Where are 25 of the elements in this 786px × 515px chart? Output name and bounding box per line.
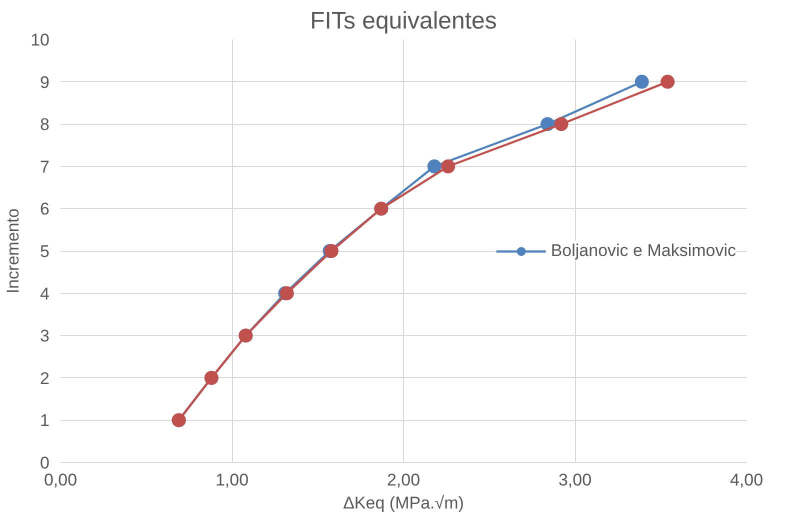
legend-label: Boljanovic e Maksimovic (550, 240, 736, 260)
y-tick-label: 10 (30, 30, 50, 50)
y-tick-label: 1 (40, 411, 50, 430)
x-tick-label: 3,00 (558, 470, 592, 490)
point (634, 74, 649, 89)
x-axis-title: ΔKeq (MPa.√m) (343, 494, 464, 512)
y-axis-title: Incremento (4, 208, 23, 294)
y-tick-label: 2 (40, 368, 50, 388)
x-tick-label: 1,00 (215, 470, 249, 490)
x-tick-label: 0,00 (44, 470, 78, 490)
y-tick-label: 3 (40, 326, 50, 346)
x-tick-label: 2,00 (386, 470, 420, 490)
y-tick-label: 7 (40, 157, 50, 176)
chart-title: FITs equivalentes (310, 8, 497, 34)
point (441, 159, 456, 174)
y-tick-label: 8 (40, 115, 50, 134)
y-tick-label: 6 (40, 200, 50, 219)
point (427, 159, 442, 174)
y-tick-label: 9 (40, 72, 50, 92)
y-tick-label: 0 (40, 454, 50, 472)
point (660, 74, 675, 89)
point (554, 117, 568, 132)
y-tick-label: 5 (40, 242, 50, 261)
x-tick-label: 4,00 (730, 470, 764, 490)
y-tick-label: 4 (40, 284, 50, 304)
